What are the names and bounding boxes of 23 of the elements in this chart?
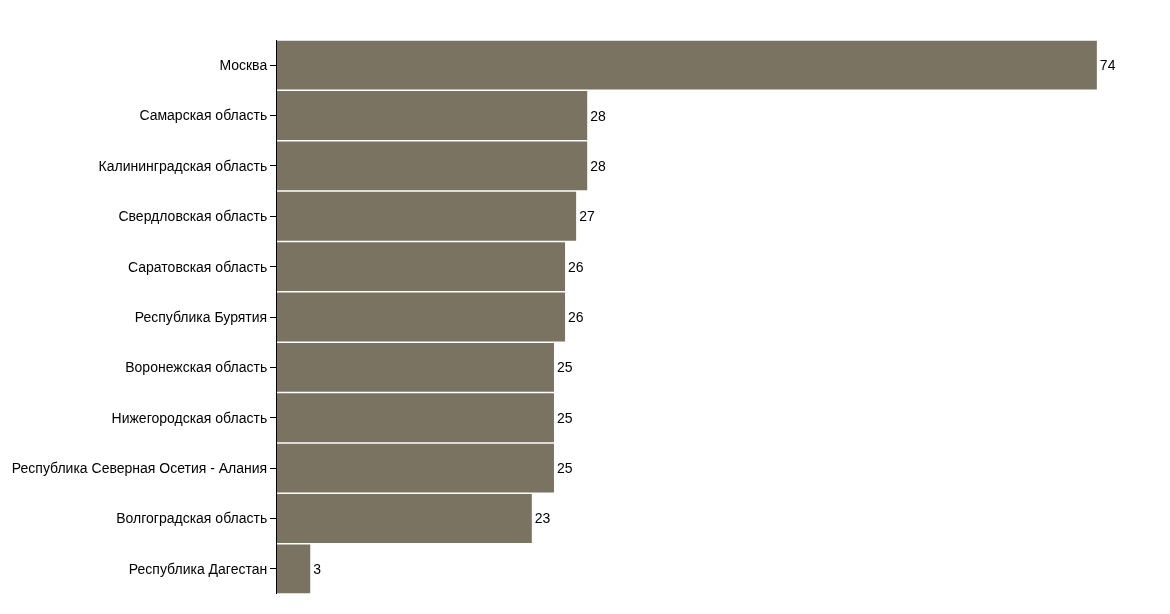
y-tick-label: Саратовская область [128,258,268,275]
data-label: 28 [590,107,606,124]
data-label: 74 [1099,57,1116,74]
y-tick-label: Свердловская область [118,208,268,225]
y-tick-label: Нижегородская область [111,409,268,426]
data-label: 23 [534,510,551,527]
y-tick-label: Москва [219,57,268,74]
data-label: 25 [556,409,573,426]
data-label: 25 [556,460,573,477]
data-label: 27 [579,208,595,225]
y-tick-label: Республика Северная Осетия - Алания [11,459,268,476]
data-label: 25 [556,359,573,376]
y-tick-label: Республика Дагестан [128,560,268,577]
data-label: 28 [590,157,606,174]
y-tick-label: Воронежская область [125,359,268,376]
data-label: 26 [568,258,584,275]
y-tick-label: Самарская область [139,107,268,124]
y-tick-label: Волгоградская область [116,510,268,527]
y-tick-label: Республика Бурятия [134,308,268,325]
data-label: 26 [568,309,584,325]
y-tick-label: Калининградская область [98,157,268,174]
bar [277,292,566,342]
data-label: 3 [313,560,322,577]
